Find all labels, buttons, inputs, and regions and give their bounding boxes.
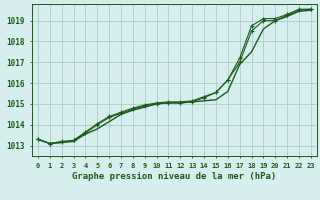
X-axis label: Graphe pression niveau de la mer (hPa): Graphe pression niveau de la mer (hPa)	[72, 172, 276, 181]
